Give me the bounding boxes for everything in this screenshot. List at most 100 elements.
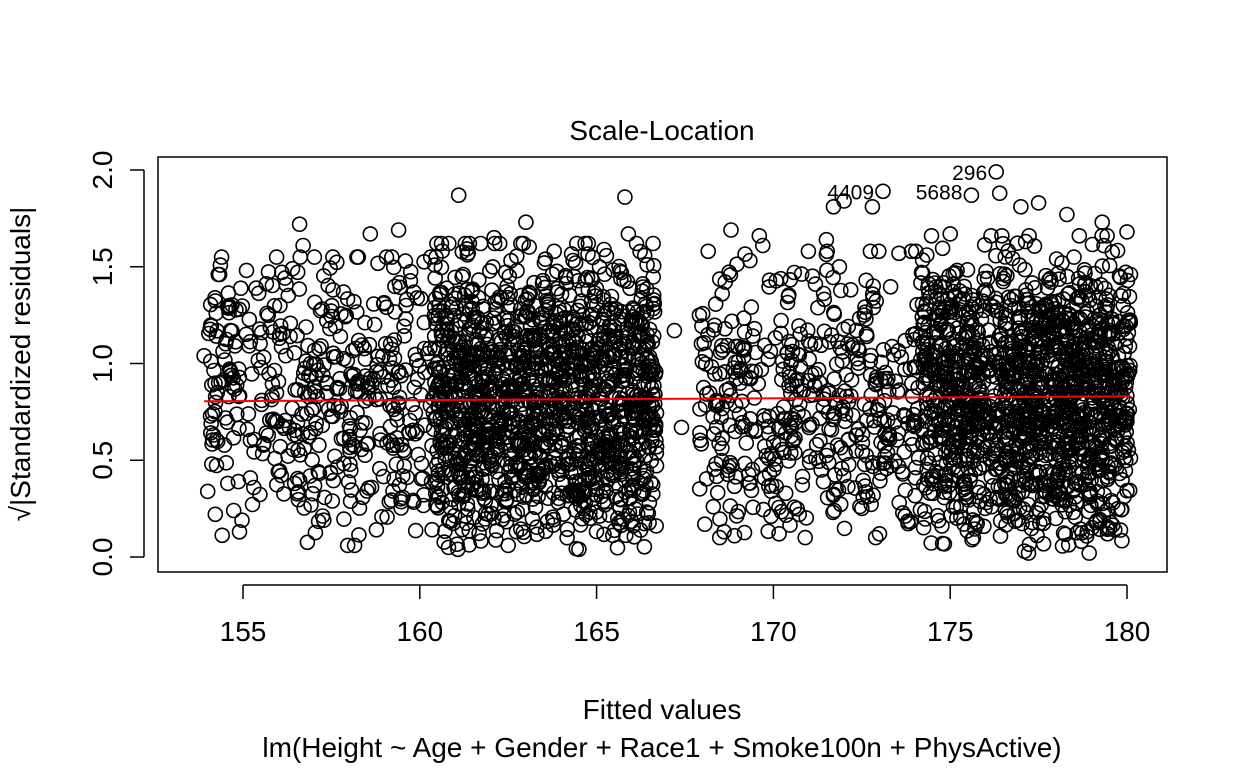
data-point <box>1014 477 1031 493</box>
data-point <box>1045 418 1062 435</box>
data-point <box>794 468 811 485</box>
data-point <box>272 297 288 314</box>
data-point <box>868 369 885 386</box>
data-point <box>862 243 879 260</box>
data-point <box>743 299 760 315</box>
data-point <box>514 501 531 518</box>
data-point <box>645 328 662 344</box>
data-point <box>836 520 853 537</box>
data-point <box>925 271 941 288</box>
data-point <box>993 331 1010 347</box>
data-point <box>1082 450 1099 467</box>
data-point <box>1120 324 1137 341</box>
data-point <box>736 324 753 340</box>
data-point <box>314 301 330 317</box>
data-point <box>362 226 379 242</box>
data-point <box>385 259 402 276</box>
data-point <box>291 216 308 232</box>
data-point <box>691 481 708 497</box>
data-point <box>936 536 953 552</box>
data-point <box>696 516 713 533</box>
data-point <box>531 474 548 490</box>
data-point <box>540 324 556 340</box>
data-point <box>435 427 452 444</box>
data-point <box>947 304 963 321</box>
data-point <box>273 338 290 355</box>
data-point <box>329 459 346 475</box>
data-point <box>875 341 892 358</box>
data-point <box>762 343 779 360</box>
data-point <box>323 408 339 425</box>
data-point <box>825 304 842 321</box>
data-point <box>460 383 476 400</box>
data-point <box>1120 312 1136 329</box>
data-point <box>729 256 745 273</box>
data-point <box>1097 298 1113 315</box>
data-point <box>919 461 935 478</box>
data-point <box>565 252 581 269</box>
data-point <box>1041 408 1057 425</box>
data-point <box>968 335 985 351</box>
data-point <box>596 241 612 258</box>
data-point <box>384 397 401 414</box>
data-point <box>538 457 554 473</box>
data-point <box>787 444 803 461</box>
data-point <box>830 482 847 498</box>
data-point <box>478 326 494 343</box>
data-point <box>253 324 270 341</box>
data-point <box>966 296 983 313</box>
data-point <box>626 466 642 482</box>
data-point <box>893 349 910 366</box>
data-point <box>383 492 400 508</box>
data-point <box>643 453 660 469</box>
x-axis-label: Fitted values <box>583 694 742 725</box>
data-point <box>503 404 520 421</box>
data-point <box>1064 347 1080 364</box>
data-point <box>920 353 937 370</box>
data-point <box>868 376 884 393</box>
data-point <box>1055 367 1071 384</box>
data-point <box>457 298 474 314</box>
data-point <box>968 361 984 378</box>
data-point <box>460 245 477 261</box>
data-point <box>765 434 782 451</box>
data-point <box>807 335 823 352</box>
data-point <box>370 348 386 365</box>
data-point <box>576 392 593 409</box>
data-point <box>923 228 940 244</box>
data-point <box>1111 402 1128 419</box>
data-point <box>962 442 978 459</box>
data-point <box>268 476 285 493</box>
data-point <box>834 343 851 360</box>
data-point <box>832 340 849 356</box>
data-point <box>588 523 605 540</box>
data-point <box>1070 349 1086 366</box>
data-point <box>280 448 296 464</box>
data-point <box>629 404 646 420</box>
data-point <box>991 185 1008 201</box>
data-point <box>432 375 449 391</box>
data-point <box>718 382 735 399</box>
data-point <box>207 394 224 411</box>
chart-title: Scale-Location <box>569 115 754 146</box>
data-point <box>510 342 526 359</box>
data-point <box>945 265 962 282</box>
data-point <box>924 416 941 433</box>
data-point <box>1116 449 1133 466</box>
data-point <box>242 432 259 449</box>
data-point <box>431 365 448 381</box>
data-point <box>327 318 344 335</box>
data-point <box>205 427 222 443</box>
data-point <box>818 447 835 464</box>
data-point <box>928 290 945 307</box>
data-point <box>981 409 998 426</box>
outlier-label: 296 <box>952 162 987 185</box>
data-point <box>430 499 446 516</box>
data-point <box>513 235 529 252</box>
data-point <box>203 425 219 441</box>
data-point <box>326 448 343 465</box>
data-point <box>413 386 429 403</box>
data-point <box>793 266 810 282</box>
data-point <box>459 496 476 512</box>
data-point <box>744 461 761 478</box>
